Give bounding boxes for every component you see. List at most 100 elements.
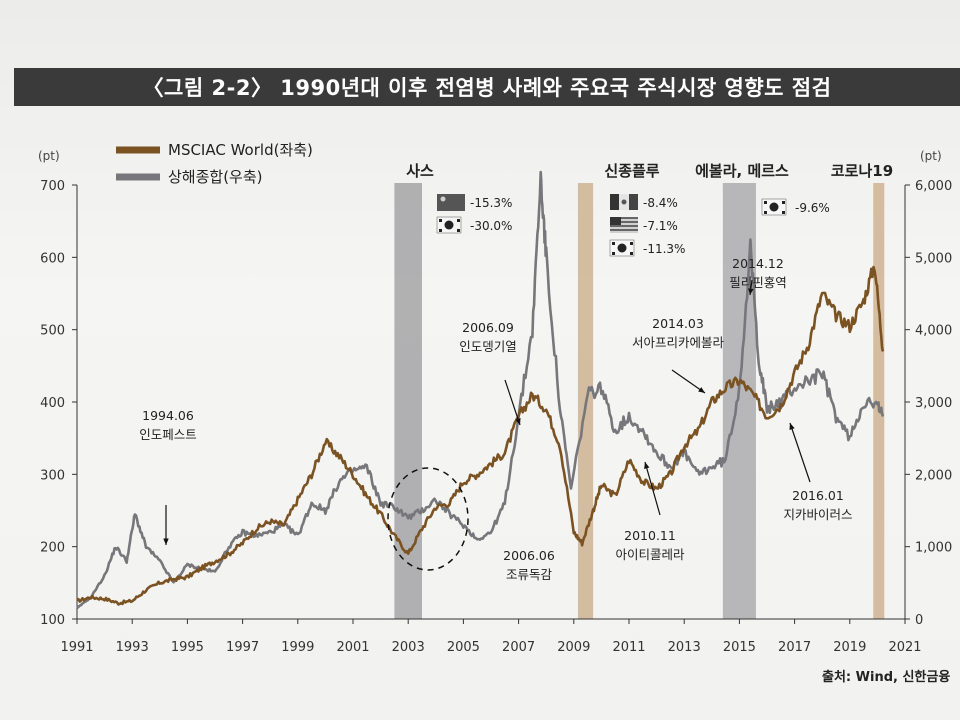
series-line-shanghai <box>76 170 885 609</box>
china-flag-icon <box>437 194 465 211</box>
annotation-pointer <box>671 369 706 394</box>
annotation-pointer <box>504 379 521 426</box>
x-tick-label: 2015 <box>723 640 756 655</box>
korea-flag-icon <box>436 216 462 234</box>
korea-flag-icon <box>609 239 635 257</box>
left-tick-label: 100 <box>40 613 65 628</box>
annotation-date: 2014.03 <box>652 316 704 331</box>
figure-title: 〈그림 2-2〉 1990년대 이후 전염병 사례와 주요국 주식시장 영향도 … <box>14 68 960 106</box>
flag-stripe <box>610 219 638 221</box>
korea-flag-icon <box>761 198 787 216</box>
period-bands <box>394 183 885 619</box>
impact-percent: -15.3% <box>470 196 512 210</box>
x-tick-label: 2011 <box>612 640 645 655</box>
legend-label: MSCIAC World(좌축) <box>168 141 313 159</box>
legend: MSCIAC World(좌축) 상해종합(우축) <box>116 141 313 186</box>
impact-percent: -11.3% <box>643 242 685 256</box>
right-tick-label: 2,000 <box>915 468 952 483</box>
series-line-msci <box>76 265 885 606</box>
flag-trigram <box>764 201 767 204</box>
annotation-date: 1994.06 <box>142 408 194 423</box>
flag-trigram <box>439 229 442 232</box>
right-tick-label: 6,000 <box>915 179 952 194</box>
x-tick-label: 2005 <box>447 640 480 655</box>
flag-stripe <box>610 223 638 225</box>
right-tick-label: 0 <box>915 613 923 628</box>
x-tick-label: 2013 <box>668 640 701 655</box>
flag-trigram <box>630 242 633 245</box>
period-band <box>394 183 422 619</box>
legend-label: 상해종합(우축) <box>168 168 263 186</box>
x-tick-label: 2001 <box>336 640 369 655</box>
flag-field <box>437 194 465 211</box>
axes: 1991 1993 1995 1997 1999 2001 2003 2005 2007 2009… <box>38 149 952 655</box>
usa-flag-icon <box>610 217 638 233</box>
series-lines <box>76 170 885 609</box>
annotation-arrowhead <box>644 462 650 469</box>
flag-emblem <box>621 199 627 205</box>
flag-stripe <box>610 231 638 233</box>
annotation-pointer <box>644 461 661 516</box>
right-tick-label: 4,000 <box>915 324 952 339</box>
annotation-text: 서아프리카에볼라 <box>632 335 725 350</box>
left-tick-label: 500 <box>40 324 65 339</box>
impact-percent: -7.1% <box>643 219 678 233</box>
x-tick-label: 1991 <box>60 640 93 655</box>
flag-trigram <box>630 252 633 255</box>
sars-circle-marker <box>387 467 469 571</box>
left-tick-label: 700 <box>40 179 65 194</box>
flag-canton <box>610 217 621 225</box>
right-tick-label: 3,000 <box>915 396 952 411</box>
flag-legends: -15.3% -30.0% -8.4% -7.1% -11.3% -9.6% <box>436 194 830 257</box>
flag-emblem <box>769 202 779 212</box>
sars-dashed-circle <box>387 467 469 571</box>
flag-stripe <box>610 194 619 210</box>
annotation-text: 조류독감 <box>506 567 553 582</box>
x-tick-label: 2017 <box>778 640 811 655</box>
annotation-date: 2016.01 <box>792 488 844 503</box>
mexico-flag-icon <box>610 194 638 210</box>
annotation-date: 2006.06 <box>503 548 555 563</box>
flag-emblem <box>617 243 627 253</box>
period-band <box>873 183 885 619</box>
flag-stripe <box>610 227 638 229</box>
annotation-arrowhead <box>789 423 795 430</box>
source-note: 출처: Wind, 신한금융 <box>822 670 951 685</box>
impact-percent: -8.4% <box>643 196 678 210</box>
annotation-arrowhead <box>163 538 169 545</box>
annotation-date: 2006.09 <box>462 320 514 335</box>
flag-trigram <box>612 252 615 255</box>
period-labels: 사스 신종플루 에볼라, 메르스 코로나19 <box>406 162 893 180</box>
right-tick-label: 5,000 <box>915 251 952 266</box>
flag-trigram <box>457 229 460 232</box>
annotation-text: 인도페스트 <box>139 427 197 442</box>
annotation-date: 2010.11 <box>624 528 676 543</box>
x-tick-label: 1995 <box>171 640 204 655</box>
left-tick-label: 600 <box>40 251 65 266</box>
flag-star <box>440 196 446 202</box>
x-tick-label: 2003 <box>392 640 425 655</box>
right-axis-unit: (pt) <box>920 149 942 163</box>
annotation-text: 아이티콜레라 <box>615 547 685 562</box>
annotation-arrowhead <box>515 418 521 425</box>
flag-trigram <box>782 201 785 204</box>
left-axis-unit: (pt) <box>38 149 60 163</box>
impact-percent: -9.6% <box>795 201 830 215</box>
annotation-arrowhead <box>748 288 754 295</box>
right-tick-label: 1,000 <box>915 541 952 556</box>
flag-trigram <box>782 211 785 214</box>
annotation-date: 2014.12 <box>732 256 784 271</box>
flag-emblem <box>444 220 454 230</box>
x-tick-label: 2009 <box>557 640 590 655</box>
x-tick-label: 1993 <box>116 640 149 655</box>
period-label: 에볼라, 메르스 <box>695 162 789 180</box>
period-label: 코로나19 <box>831 162 893 180</box>
left-tick-label: 400 <box>40 396 65 411</box>
x-tick-label: 2019 <box>833 640 866 655</box>
annotation-text: 지카바이러스 <box>783 507 852 522</box>
flag-trigram <box>764 211 767 214</box>
annotation-text: 필리핀홍역 <box>729 275 787 290</box>
period-label: 신종플루 <box>604 162 659 180</box>
x-tick-label: 2021 <box>888 640 921 655</box>
